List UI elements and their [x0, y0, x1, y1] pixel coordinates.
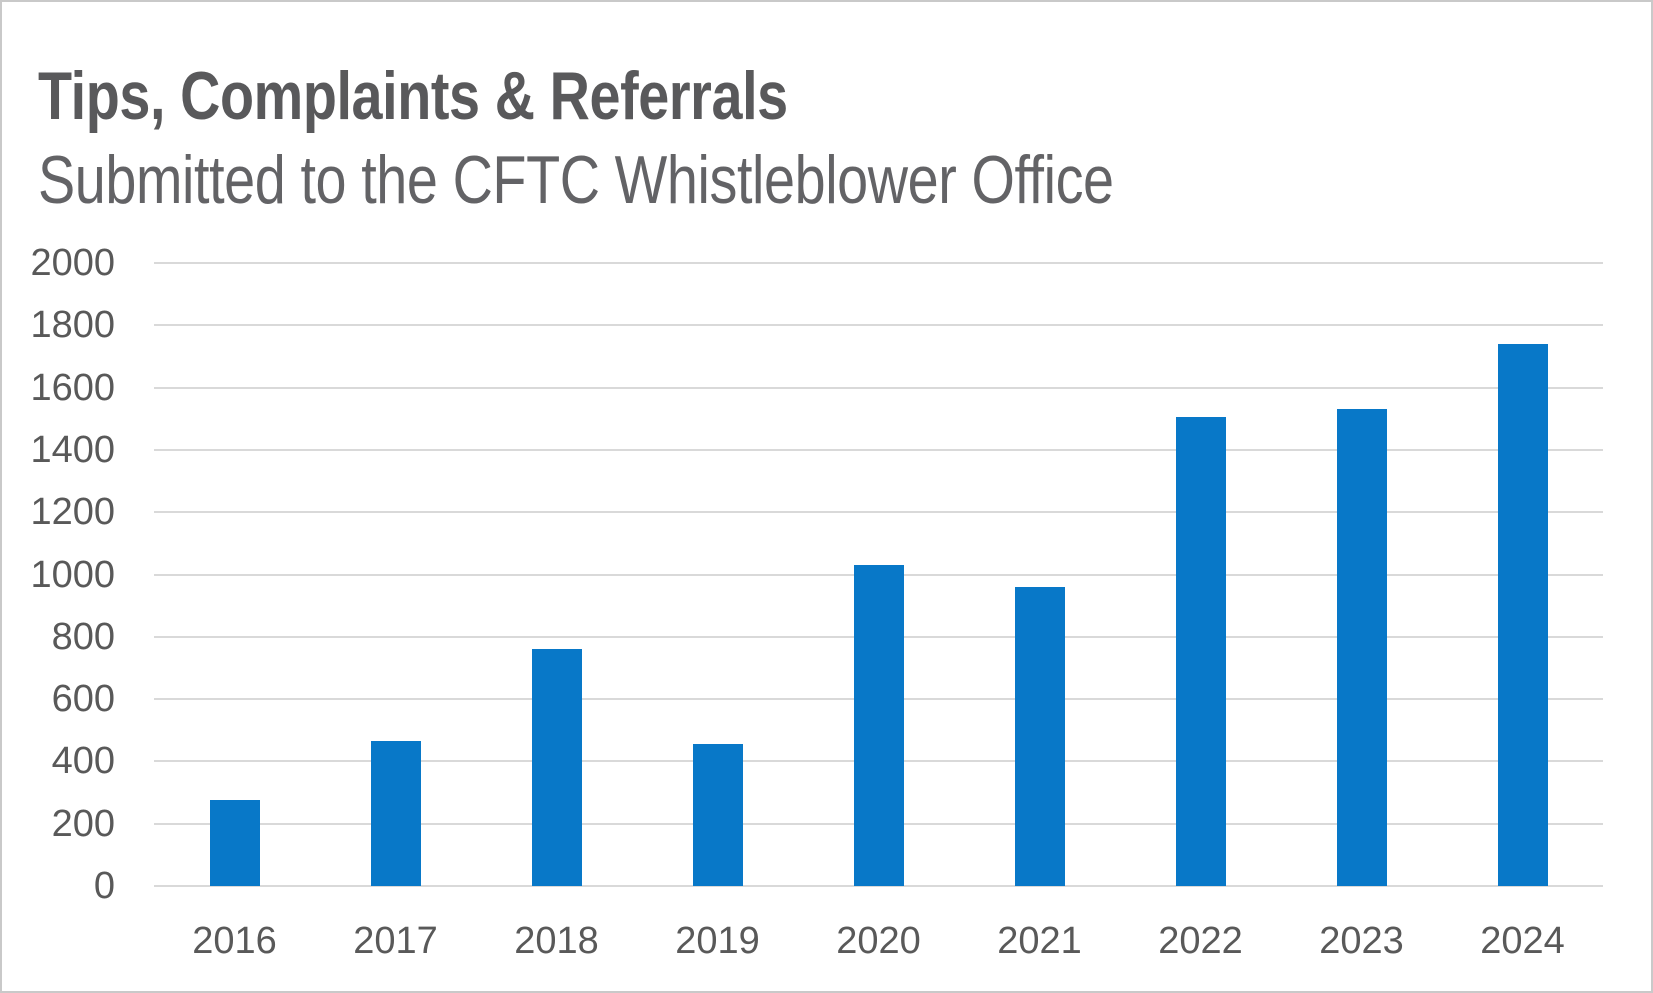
gridline: [154, 511, 1603, 514]
bar-2017: [370, 741, 421, 886]
x-tick-label-2016: 2016: [192, 920, 277, 962]
bar-2024: [1497, 344, 1548, 886]
gridline: [154, 885, 1603, 887]
gridline: [154, 386, 1603, 389]
gridline: [154, 324, 1603, 327]
bar-2020: [853, 565, 904, 886]
y-tick-label: 800: [51, 615, 115, 658]
x-tick-label-2020: 2020: [836, 920, 921, 962]
bar-2019: [692, 744, 743, 886]
plot-area: 0 200 400 600 800 1000 1200 1400 1600 1800 2000 201…: [30, 243, 1603, 960]
bar-2022: [1175, 417, 1226, 886]
x-tick-label-2023: 2023: [1319, 920, 1404, 962]
x-tick-label-2017: 2017: [353, 920, 438, 962]
bar-2018: [531, 649, 582, 886]
y-tick-label: 1600: [30, 366, 115, 409]
x-tick-label-2022: 2022: [1158, 920, 1243, 962]
y-tick-label: 600: [51, 678, 115, 721]
bar-2023: [1336, 409, 1387, 886]
bar-2021: [1014, 586, 1065, 886]
x-tick-label-2021: 2021: [997, 920, 1082, 962]
chart-title: Tips, Complaints & Referrals: [38, 58, 788, 134]
x-tick-label-2019: 2019: [675, 920, 760, 962]
y-tick-label: 2000: [30, 242, 115, 284]
y-tick-label: 0: [93, 865, 115, 907]
y-tick-label: 1000: [30, 553, 115, 596]
chart-subtitle: Submitted to the CFTC Whistleblower Offi…: [38, 142, 1114, 218]
y-tick-label: 200: [51, 802, 115, 845]
y-tick-label: 400: [51, 740, 115, 783]
x-tick-label-2018: 2018: [514, 920, 599, 962]
bar-2016: [209, 800, 260, 886]
y-tick-label: 1400: [30, 428, 115, 471]
y-tick-label: 1800: [30, 304, 115, 347]
gridline: [154, 262, 1603, 264]
x-tick-label-2024: 2024: [1480, 920, 1565, 962]
y-tick-label: 1200: [30, 491, 115, 534]
gridline: [154, 448, 1603, 451]
